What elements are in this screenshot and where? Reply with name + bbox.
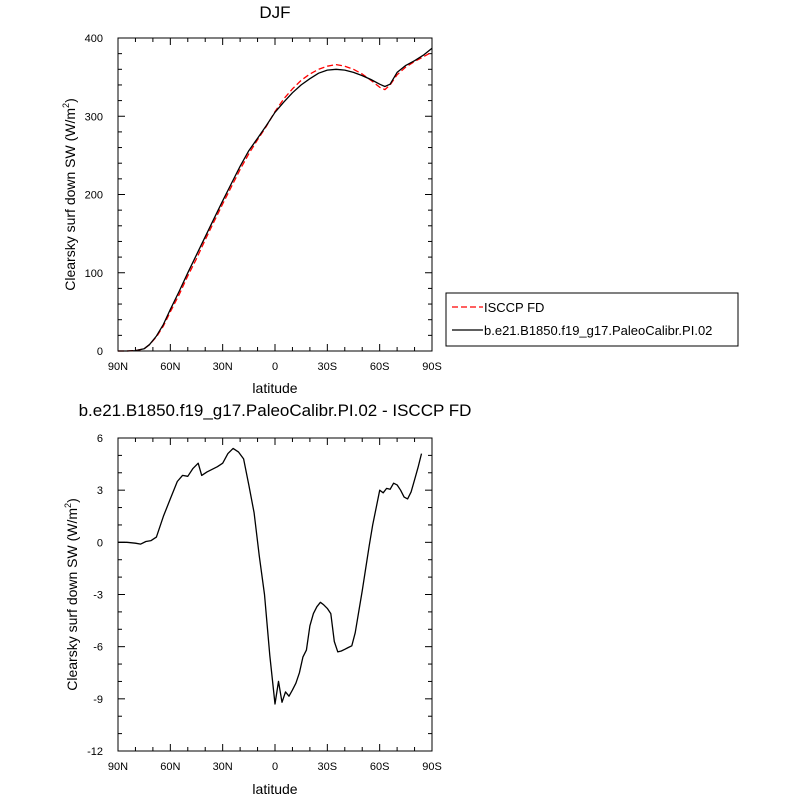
top-x-axis-label: latitude <box>252 380 297 396</box>
bottom-series-line-0 <box>118 447 423 705</box>
bottom-y-axis-label: Clearsky surf down SW (W/m2) <box>63 498 80 691</box>
top-y-tick-label: 200 <box>85 190 103 202</box>
top-x-tick-label: 90N <box>108 361 128 373</box>
top-plot-frame <box>117 37 433 352</box>
top-x-tick-label: 30S <box>318 361 338 373</box>
bottom-x-tick-label: 60N <box>160 761 180 773</box>
legend-label-isccp-fd: ISCCP FD <box>484 300 544 315</box>
top-x-tick-label: 90S <box>422 361 442 373</box>
bottom-x-tick-label: 30S <box>318 761 338 773</box>
bottom-axis-ticks: 90N 60N 30N 0 30S 60S 90S -12 -9 -6 -3 0 3 6 <box>87 433 442 773</box>
bottom-y-tick-label: 0 <box>97 537 103 549</box>
top-x-tick-label: 60N <box>160 361 180 373</box>
top-chart-title: DJF <box>259 3 290 22</box>
bottom-x-tick-label: 90N <box>108 761 128 773</box>
legend: ISCCP FD b.e21.B1850.f19_g17.PaleoCalibr… <box>445 292 739 347</box>
bottom-y-tick-label: -12 <box>87 746 103 758</box>
top-series-line-1 <box>118 47 433 352</box>
top-x-tick-label: 0 <box>272 361 278 373</box>
top-y-axis-label: Clearsky surf down SW (W/m2) <box>61 98 78 291</box>
top-y-tick-label: 300 <box>85 111 103 123</box>
top-series-lines <box>118 47 433 352</box>
top-y-tick-label: 100 <box>85 268 103 280</box>
bottom-y-tick-label: -3 <box>93 590 103 602</box>
bottom-x-tick-label: 90S <box>422 761 442 773</box>
top-panel-djf: DJF 90N 60N 30N 0 30S 60S 90S 0 100 200 300 400 lat… <box>61 3 739 396</box>
bottom-panel-difference: b.e21.B1850.f19_g17.PaleoCalibr.PI.02 - … <box>63 401 471 797</box>
top-y-tick-label: 0 <box>97 346 103 358</box>
top-series-line-0 <box>118 51 433 352</box>
legend-label-model: b.e21.B1850.f19_g17.PaleoCalibr.PI.02 <box>484 323 712 338</box>
top-x-tick-label: 30N <box>213 361 233 373</box>
bottom-x-tick-label: 60S <box>370 761 390 773</box>
bottom-x-axis-label: latitude <box>252 781 297 797</box>
bottom-y-tick-label: -9 <box>93 694 103 706</box>
bottom-y-tick-label: -6 <box>93 642 103 654</box>
legend-box <box>445 292 739 347</box>
top-y-tick-label: 400 <box>85 33 103 45</box>
bottom-series-lines <box>118 447 423 705</box>
bottom-y-tick-label: 3 <box>97 485 103 497</box>
bottom-chart-title: b.e21.B1850.f19_g17.PaleoCalibr.PI.02 - … <box>79 401 472 420</box>
top-x-tick-label: 60S <box>370 361 390 373</box>
bottom-x-tick-label: 0 <box>272 761 278 773</box>
top-axis-ticks: 90N 60N 30N 0 30S 60S 90S 0 100 200 300 400 <box>85 33 442 373</box>
bottom-y-tick-label: 6 <box>97 433 103 445</box>
bottom-x-tick-label: 30N <box>213 761 233 773</box>
